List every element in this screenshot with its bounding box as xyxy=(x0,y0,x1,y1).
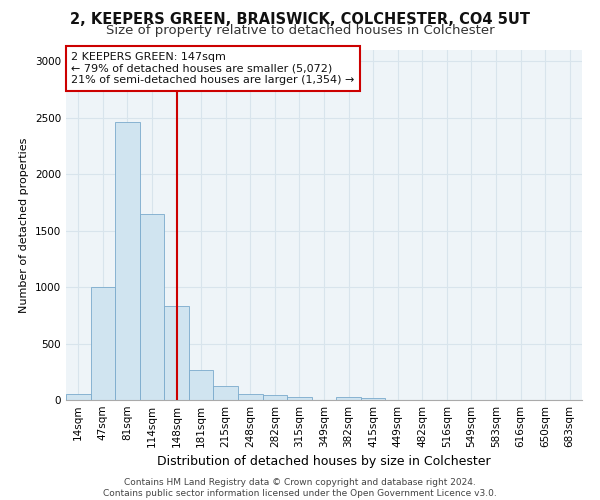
Bar xyxy=(287,397,312,400)
Bar xyxy=(164,306,189,400)
Bar xyxy=(238,394,263,400)
Text: Size of property relative to detached houses in Colchester: Size of property relative to detached ho… xyxy=(106,24,494,37)
Bar xyxy=(140,214,164,400)
Bar xyxy=(214,386,238,400)
Bar xyxy=(263,396,287,400)
Bar xyxy=(336,396,361,400)
Bar xyxy=(189,370,214,400)
Y-axis label: Number of detached properties: Number of detached properties xyxy=(19,138,29,312)
Bar xyxy=(66,394,91,400)
Text: Contains HM Land Registry data © Crown copyright and database right 2024.
Contai: Contains HM Land Registry data © Crown c… xyxy=(103,478,497,498)
X-axis label: Distribution of detached houses by size in Colchester: Distribution of detached houses by size … xyxy=(157,456,491,468)
Text: 2 KEEPERS GREEN: 147sqm
← 79% of detached houses are smaller (5,072)
21% of semi: 2 KEEPERS GREEN: 147sqm ← 79% of detache… xyxy=(71,52,355,85)
Bar xyxy=(115,122,140,400)
Text: 2, KEEPERS GREEN, BRAISWICK, COLCHESTER, CO4 5UT: 2, KEEPERS GREEN, BRAISWICK, COLCHESTER,… xyxy=(70,12,530,28)
Bar xyxy=(91,287,115,400)
Bar xyxy=(361,398,385,400)
